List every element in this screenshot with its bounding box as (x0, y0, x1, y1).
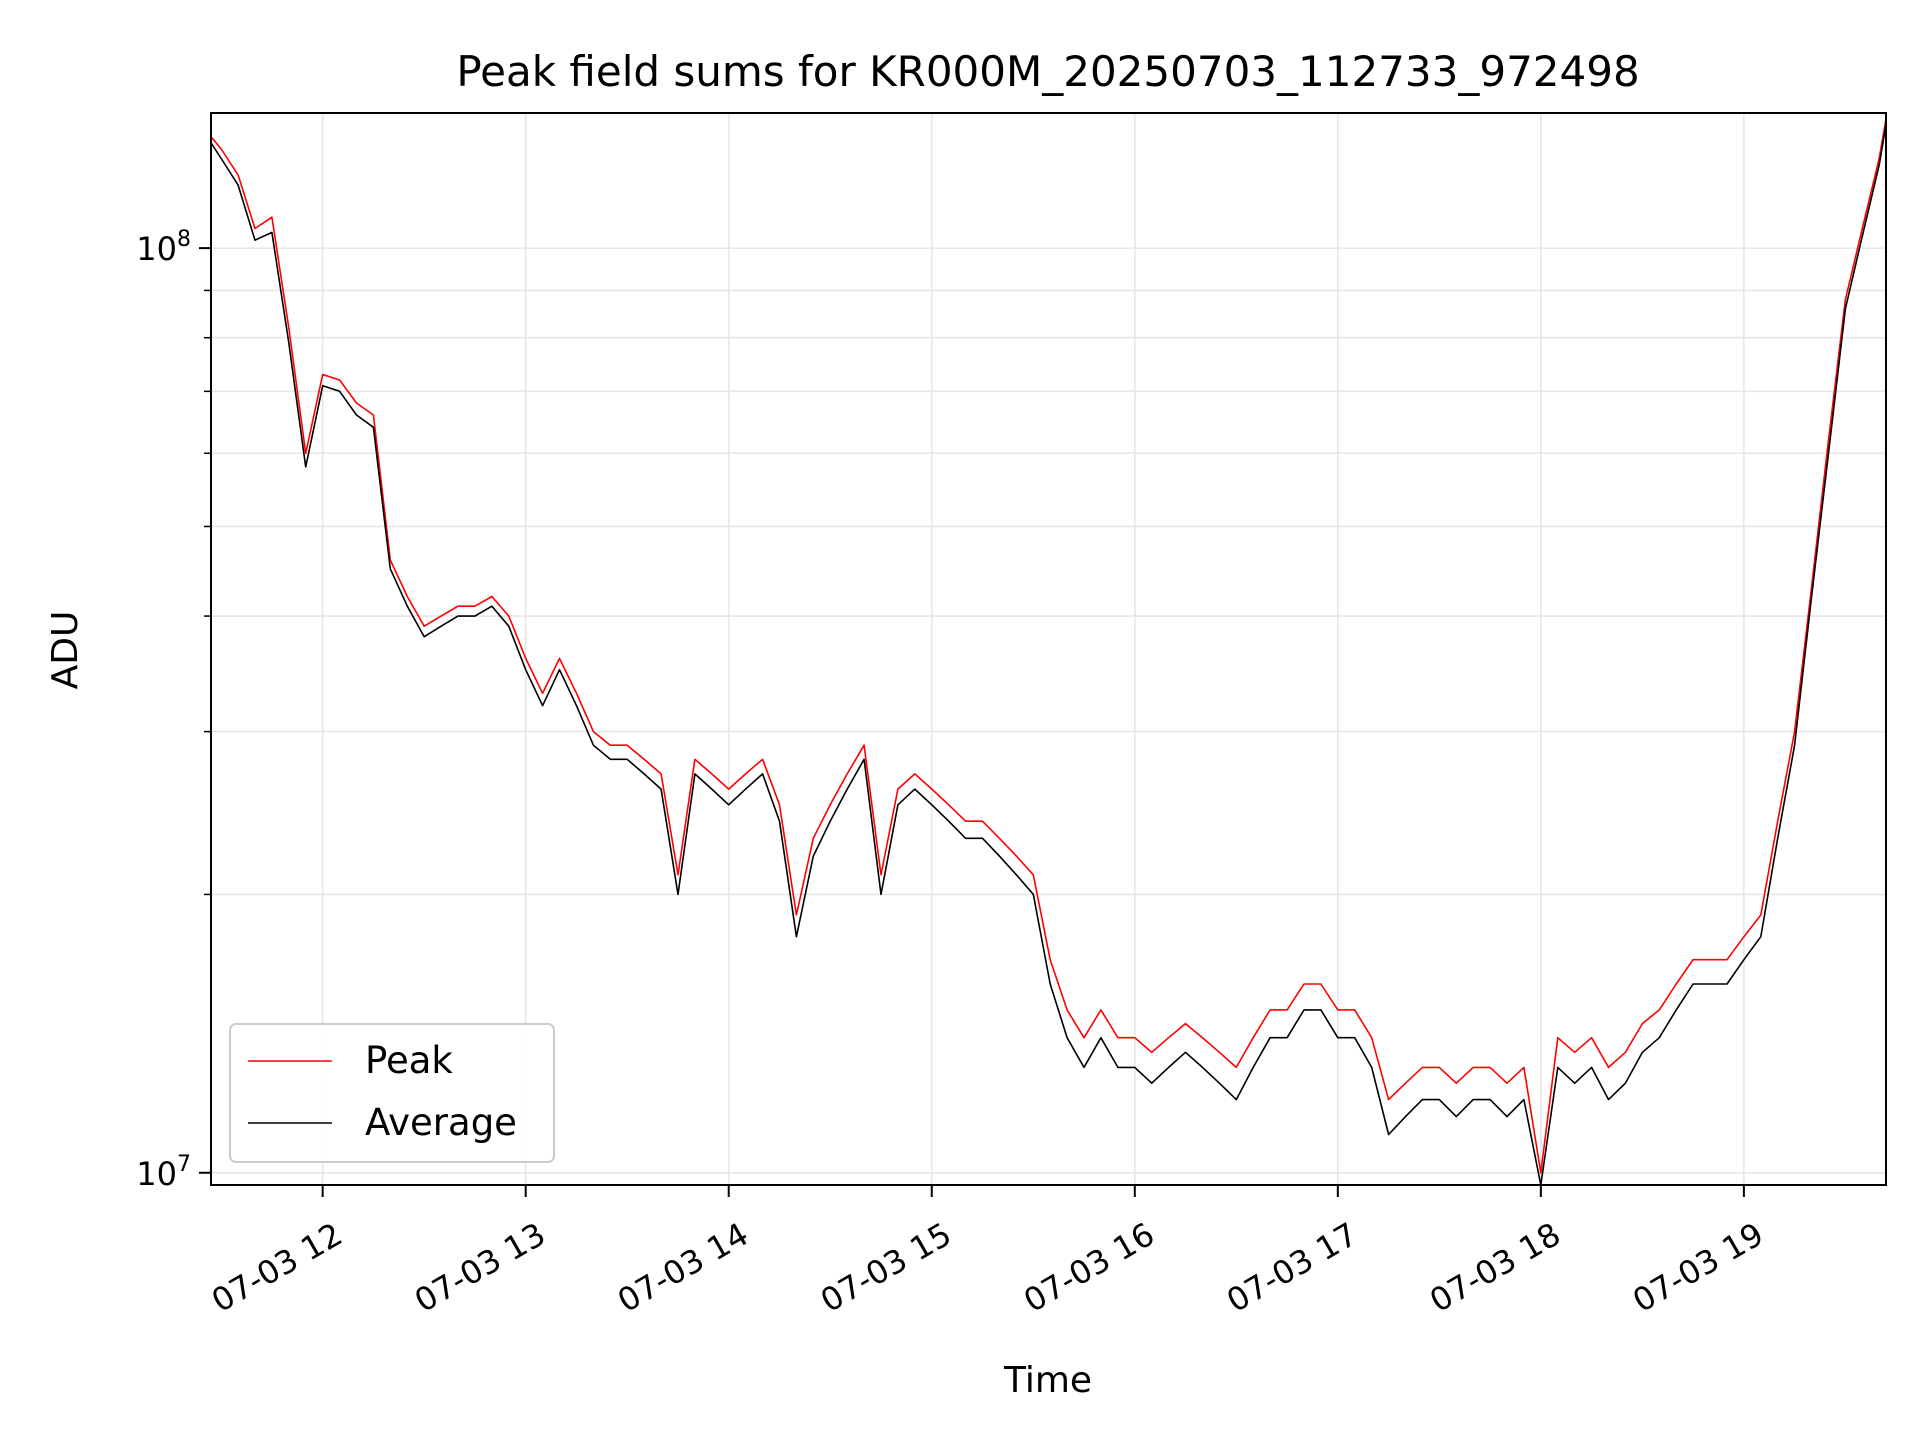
chart-title: Peak field sums for KR000M_20250703_1127… (456, 47, 1639, 96)
y-tick-label: 107 (136, 1152, 191, 1193)
x-axis-label: Time (1003, 1360, 1092, 1401)
legend-label-average: Average (365, 1101, 517, 1144)
series-line-peak (210, 118, 1887, 1174)
series-line-average (210, 124, 1887, 1186)
y-axis: 107 108 (136, 227, 211, 1193)
legend: Peak Average (229, 1023, 555, 1163)
series-layer (210, 118, 1887, 1186)
y-axis-label: ADU (45, 611, 86, 690)
y-tick-label: 108 (136, 227, 191, 268)
legend-label-peak: Peak (365, 1039, 453, 1082)
legend-box (229, 1023, 555, 1163)
grid (211, 113, 1886, 1185)
plot-frame (210, 112, 1887, 1186)
